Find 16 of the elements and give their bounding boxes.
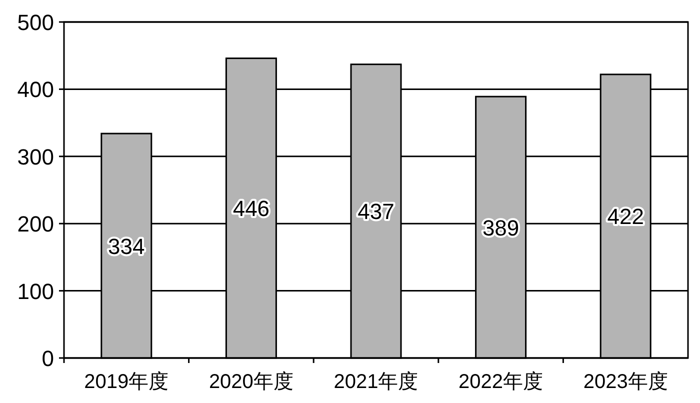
y-tick-label: 500	[17, 10, 54, 35]
y-tick-label: 100	[17, 278, 54, 304]
data-label: 437	[358, 199, 394, 224]
x-tick-label: 2022年度	[458, 371, 544, 393]
x-tick-label: 2020年度	[208, 371, 294, 393]
data-label: 389	[482, 215, 520, 240]
x-tick-label: 2023年度	[583, 371, 668, 393]
y-tick-label: 400	[17, 77, 54, 102]
y-tick-label: 300	[17, 144, 54, 170]
x-tick-label: 2019年度	[84, 371, 169, 393]
data-label: 422	[607, 204, 644, 230]
y-tick-label: 0	[42, 346, 54, 371]
data-label: 446	[232, 196, 270, 222]
y-tick-label: 200	[17, 212, 54, 237]
data-label: 334	[108, 234, 145, 259]
x-tick-label: 2021年度	[334, 371, 418, 393]
